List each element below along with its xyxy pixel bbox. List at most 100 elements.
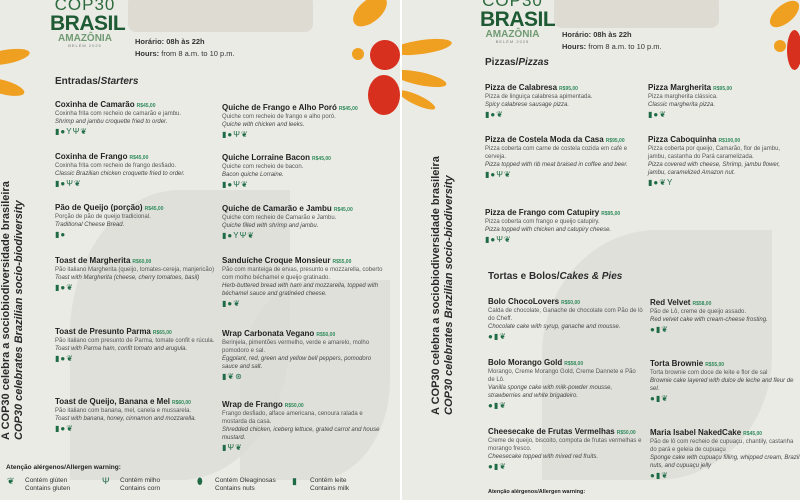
item-description-en: Cheesecake topped with mixed red fruits. bbox=[488, 454, 599, 460]
egg-icon: ● bbox=[488, 462, 494, 471]
gluten-icon: ❦ bbox=[661, 394, 669, 403]
menu-item: Toast de Presunto Parma R$65,00 Pão itali… bbox=[55, 327, 217, 363]
item-name: Pizza de Frango com Catupiry bbox=[485, 208, 600, 217]
allergen-icons: ▮●❦ bbox=[55, 424, 217, 433]
item-description-en: Toast with Margherita (cheese, cherry to… bbox=[55, 275, 200, 281]
milk-icon: ▮ bbox=[493, 332, 500, 341]
milk-icon: ▮ bbox=[55, 424, 61, 433]
allergen-en: Contains nuts bbox=[215, 485, 255, 492]
item-description-en: Toast with banana, honey, cinnamon and m… bbox=[55, 416, 197, 422]
gluten-icon: ❦ bbox=[659, 110, 667, 119]
milk-icon: ▮ bbox=[222, 372, 228, 381]
item-description-en: Classic margherita pizza. bbox=[648, 102, 716, 108]
allergen-warning-title: Atenção alérgenos/Allergen warning: bbox=[6, 464, 121, 471]
gluten-icon: ❦ bbox=[503, 235, 512, 244]
gluten-icon: ❦ bbox=[7, 476, 15, 486]
allergen-icons: ▮●YΨ❦ bbox=[222, 231, 387, 240]
allergen-legend-item: ▮ Contém leite Contains milk bbox=[292, 477, 350, 493]
item-name: Quiche de Frango e Alho Poró bbox=[222, 103, 337, 112]
item-description-en: Bacon quiche Lorraine. bbox=[222, 172, 284, 178]
item-price: R$60,00 bbox=[132, 259, 152, 265]
item-description-en: Traditional Cheese Bread. bbox=[55, 222, 125, 228]
opening-hours: Horário: 08h às 22h Hours: from 8 a.m. t… bbox=[562, 30, 662, 51]
corn-icon: Ψ bbox=[239, 231, 248, 240]
allergen-icons: ▮●YΨ❦ bbox=[55, 127, 217, 136]
milk-icon: ▮ bbox=[648, 110, 654, 119]
gluten-icon: ❦ bbox=[73, 179, 82, 188]
gluten-icon: ❦ bbox=[66, 424, 74, 433]
egg-icon: ● bbox=[488, 332, 494, 341]
item-name: Cheesecake de Frutas Vermelhas bbox=[488, 427, 615, 436]
menu-item: Pizza Caboquinha R$100,00 Pizza coberta p… bbox=[648, 135, 798, 187]
item-price: R$45,00 bbox=[144, 206, 164, 212]
egg-icon: ● bbox=[653, 110, 660, 119]
milk-icon: ▮ bbox=[485, 110, 491, 119]
allergen-icons: ●▮❦ bbox=[488, 332, 644, 341]
menu-item: Maria Isabel NakedCake R$45,00 Pão de lô … bbox=[650, 428, 800, 480]
menu-item: Torta Brownie R$55,00 Torta brownie com d… bbox=[650, 359, 800, 403]
menu-item: Red Velvet R$58,00 Pão de Lô, creme de qu… bbox=[650, 298, 800, 334]
milk-icon: ▮ bbox=[55, 283, 61, 292]
item-description-pt: Pizza coberta por queijo, Camarão, flor … bbox=[648, 146, 781, 160]
section-title-cakes: Tortas e Bolos/Cakes & Pies bbox=[488, 271, 623, 282]
item-name: Toast de Queijo, Banana e Mel bbox=[55, 397, 170, 406]
item-name: Red Velvet bbox=[650, 298, 691, 307]
item-price: R$65,00 bbox=[152, 330, 172, 336]
egg-icon: ● bbox=[650, 394, 656, 403]
milk-icon: ▮ bbox=[55, 179, 61, 188]
corn-icon: Ψ bbox=[102, 476, 110, 486]
menu-page-starters: COP30 BRASIL AMAZÔNIA BELÉM 2025 Horário: … bbox=[0, 0, 400, 493]
gluten-icon: ❦ bbox=[240, 130, 249, 139]
allergen-legend-item: Ψ Contém milho Contains corn bbox=[102, 477, 160, 493]
egg-icon: ● bbox=[650, 471, 656, 480]
milk-icon: ▮ bbox=[655, 394, 662, 403]
menu-item: Pizza Margherita R$95,00 Pizza margherita… bbox=[648, 83, 798, 119]
egg-icon: ● bbox=[60, 424, 67, 433]
item-price: R$50,00 bbox=[316, 332, 336, 338]
item-price: R$50,00 bbox=[284, 403, 304, 409]
item-description-pt: Pão italiano Margherita (queijo, tomates… bbox=[55, 267, 215, 273]
allergen-icons: ▮●❦ bbox=[55, 354, 217, 363]
menu-item: Toast de Queijo, Banana e Mel R$60,00 Pão… bbox=[55, 397, 217, 433]
egg-icon: ● bbox=[227, 180, 234, 189]
cop30-logo: COP30 BRASIL AMAZÔNIA BELÉM 2025 bbox=[480, 0, 556, 44]
gluten-icon: ❦ bbox=[80, 127, 88, 136]
item-description-en: Shrimp and jambu croquette fried to orde… bbox=[55, 119, 168, 125]
item-name: Bolo ChocoLovers bbox=[488, 297, 560, 306]
milk-icon: ▮ bbox=[222, 130, 228, 139]
gluten-icon: ❦ bbox=[661, 325, 669, 334]
egg-icon: ● bbox=[490, 235, 497, 244]
item-description-pt: Porção de pão de queijo tradicional. bbox=[55, 214, 151, 220]
item-price: R$45,00 bbox=[136, 103, 156, 109]
allergen-icons: ●▮❦ bbox=[650, 325, 800, 334]
item-description-en: Classic Brazilian chicken croquette frie… bbox=[55, 171, 185, 177]
allergen-en: Contains milk bbox=[310, 485, 350, 492]
item-name: Coxinha de Camarão bbox=[55, 100, 135, 109]
menu-item: Bolo ChocoLovers R$50,00 Calda de chocola… bbox=[488, 297, 644, 341]
egg-icon: ● bbox=[60, 354, 67, 363]
gluten-icon: ❦ bbox=[496, 110, 504, 119]
gluten-icon: ❦ bbox=[235, 443, 243, 452]
egg-icon: ● bbox=[490, 110, 497, 119]
menu-item: Bolo Morango Gold R$58,00 Morango, Creme … bbox=[488, 358, 644, 410]
allergen-icons: ▮●❦Y bbox=[648, 178, 798, 187]
item-name: Wrap de Frango bbox=[222, 400, 283, 409]
corn-icon: Ψ bbox=[72, 127, 81, 136]
corn-icon: Ψ bbox=[496, 235, 504, 244]
egg-icon: ● bbox=[653, 178, 660, 187]
allergen-icons: ▮●Ψ❦ bbox=[222, 180, 387, 189]
corn-icon: Ψ bbox=[233, 130, 241, 139]
milk-icon: ▮ bbox=[222, 443, 228, 452]
item-description-pt: Pão com manteiga de ervas, presunto e mo… bbox=[222, 267, 383, 281]
item-name: Coxinha de Frango bbox=[55, 152, 128, 161]
milk-icon: ▮ bbox=[485, 235, 491, 244]
tagline: A COP30 celebra a sociobiodiversidade br… bbox=[430, 156, 455, 415]
gluten-icon: ❦ bbox=[659, 178, 667, 187]
item-description-pt: Pão italiano com banana, mel, canela e m… bbox=[55, 408, 192, 414]
header-image bbox=[554, 0, 719, 28]
item-name: Pão de Queijo (porção) bbox=[55, 203, 143, 212]
item-description-pt: Coxinha frita com recheio de camarão e j… bbox=[55, 111, 182, 117]
allergen-pt: Contém leite bbox=[310, 477, 347, 484]
shellfish-icon: Y bbox=[66, 127, 73, 136]
item-name: Wrap Carbonata Vegano bbox=[222, 329, 315, 338]
